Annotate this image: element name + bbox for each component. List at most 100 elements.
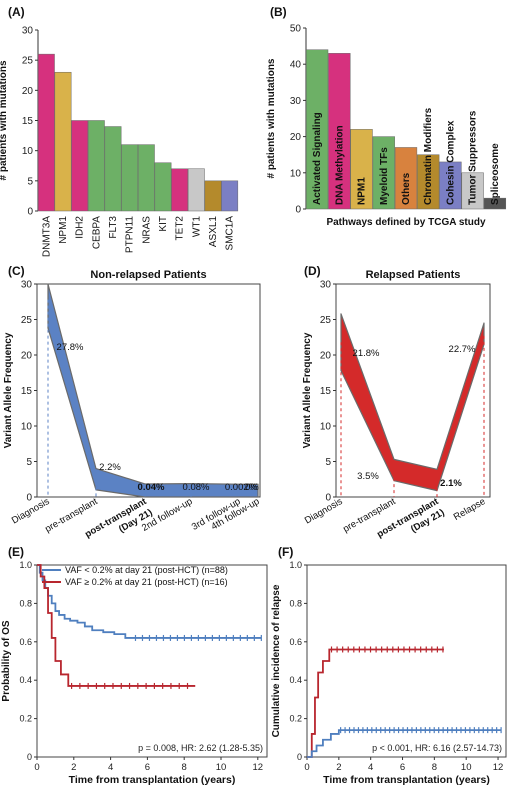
x-tick-label: 4	[368, 762, 373, 773]
x-axis-label: Time from transplantation (years)	[69, 774, 236, 786]
panel-c: (C) Non-relapsed Patients 0 5 10 15 20 25 30 Vari…	[3, 264, 262, 540]
y-tick-label: 30	[22, 26, 34, 37]
value-label: 2.1%	[440, 478, 462, 489]
bar-label: Chromatin Modifiers	[423, 107, 434, 205]
x-tick-label: 2	[336, 762, 341, 773]
panel-d: (D) Relapsed Patients 0 5 10 15 20 25 30 Variant …	[302, 264, 491, 540]
y-tick-label: 0	[26, 493, 32, 504]
bar-wt1	[187, 168, 205, 212]
y-tick-label: 0	[297, 752, 302, 762]
y-tick-label: 0	[27, 752, 32, 762]
bar-tet2	[171, 168, 189, 212]
x-tick-label: PTPN11	[125, 216, 136, 253]
panel-label-d: (D)	[304, 264, 321, 278]
y-tick-label: 0.8	[19, 598, 32, 608]
x-tick-label: SMC1A	[225, 216, 236, 251]
panel-label-a: (A)	[8, 5, 25, 19]
x-tick-label: KIT	[158, 216, 169, 232]
y-axis-label: # patients with mutations	[0, 60, 9, 180]
y-tick-label: 25	[320, 315, 332, 326]
x-tick-label: IDH2	[75, 216, 86, 239]
bar-tumor-suppressors	[461, 172, 484, 210]
legend-label: VAF < 0.2% at day 21 (post-HCT) (n=88)	[65, 565, 228, 575]
x-tick-label: TET2	[175, 216, 186, 241]
y-axis-label: Variant Allele Frequency	[302, 332, 313, 448]
x-tick-label: Relapse	[452, 496, 488, 523]
bar-ptpn11	[121, 144, 139, 212]
y-tick-label: 0	[325, 493, 331, 504]
y-tick-label: 5	[26, 457, 32, 468]
vaf-ribbon	[47, 283, 259, 498]
value-label: 22.7%	[449, 344, 476, 355]
y-tick-label: 0.6	[19, 637, 32, 647]
km-curve	[307, 648, 444, 758]
bar-dnmt3a	[37, 53, 55, 212]
y-tick-label: 0.6	[289, 637, 302, 647]
bar-flt3	[104, 126, 122, 212]
value-label: 2.2%	[99, 462, 121, 473]
value-label: 0.08%	[183, 482, 210, 493]
panel-a: (A) 0 5 10 15 20 25 30 # patients with mutations…	[0, 5, 239, 257]
y-tick-label: 50	[290, 24, 302, 35]
y-axis-label: Cumulative incidence of relapse	[271, 584, 282, 737]
y-tick-label: 0.2	[19, 714, 32, 724]
y-axis-label: Variant Allele Frequency	[3, 332, 14, 448]
value-label: 21.8%	[353, 348, 380, 359]
value-label: 27.8%	[57, 342, 84, 353]
y-axis-label: Probability of OS	[1, 620, 12, 701]
x-tick-label: CEBPA	[91, 216, 102, 249]
bar-dna-methylation	[328, 53, 351, 210]
y-tick-label: 30	[320, 280, 332, 291]
bar-label: NPM1	[357, 177, 368, 205]
y-tick-label: 20	[320, 351, 332, 362]
y-tick-label: 0.2	[289, 714, 302, 724]
y-tick-label: 40	[290, 60, 302, 71]
bar-smc1a	[221, 180, 239, 212]
stats-annotation: p = 0.008, HR: 2.62 (1.28-5.35)	[138, 743, 263, 753]
x-tick-label: NRAS	[141, 216, 152, 244]
y-tick-label: 0	[295, 205, 301, 216]
bar-label: Activated Signaling	[312, 112, 323, 205]
bar-label: Spliceosome	[490, 143, 501, 205]
value-label: 0.04%	[138, 482, 165, 493]
bar-kit	[154, 162, 172, 212]
panel-label-e: (E)	[8, 545, 24, 559]
y-tick-label: 30	[290, 96, 302, 107]
x-tick-label: 8	[182, 762, 187, 773]
value-label: 3.5%	[357, 471, 379, 482]
y-tick-label: 1.0	[289, 560, 302, 570]
panel-title: Relapsed Patients	[366, 269, 461, 281]
bar-activated-signaling	[305, 49, 329, 210]
x-tick-label: 12	[493, 762, 504, 773]
panel-label-b: (B)	[270, 5, 287, 19]
y-tick-label: 15	[22, 116, 34, 127]
bar-chromatin-modifiers	[417, 154, 440, 210]
x-tick-label: 12	[253, 762, 264, 773]
y-tick-label: 0.4	[289, 675, 302, 685]
y-tick-label: 25	[21, 315, 33, 326]
stats-annotation: p < 0.001, HR: 6.16 (2.57-14.73)	[372, 743, 502, 753]
x-axis-label: Time from transplantation (years)	[323, 774, 490, 786]
km-curve	[37, 564, 262, 639]
bar-label: DNA Methylation	[334, 125, 345, 205]
x-tick-label: DNMT3A	[41, 216, 52, 257]
x-tick-label: 10	[216, 762, 227, 773]
x-axis-label: Pathways defined by TCGA study	[326, 217, 486, 228]
x-tick-label: 0	[304, 762, 309, 773]
km-curve	[37, 564, 196, 687]
y-tick-label: 20	[21, 351, 33, 362]
bar-nras	[137, 144, 155, 212]
x-tick-label: 4	[108, 762, 113, 773]
x-tick-label: ASXL1	[208, 216, 219, 248]
x-tick-label: 6	[145, 762, 150, 773]
plot-frame	[306, 564, 507, 758]
bar-npm1	[54, 71, 72, 212]
bar-others	[394, 147, 418, 210]
y-tick-label: 1.0	[19, 560, 32, 570]
panel-label-c: (C)	[8, 264, 25, 278]
value-label: 0.002%	[225, 482, 258, 493]
y-tick-label: 0.8	[289, 598, 302, 608]
panel-label-f: (F)	[278, 545, 293, 559]
bar-asxl1	[204, 180, 222, 212]
